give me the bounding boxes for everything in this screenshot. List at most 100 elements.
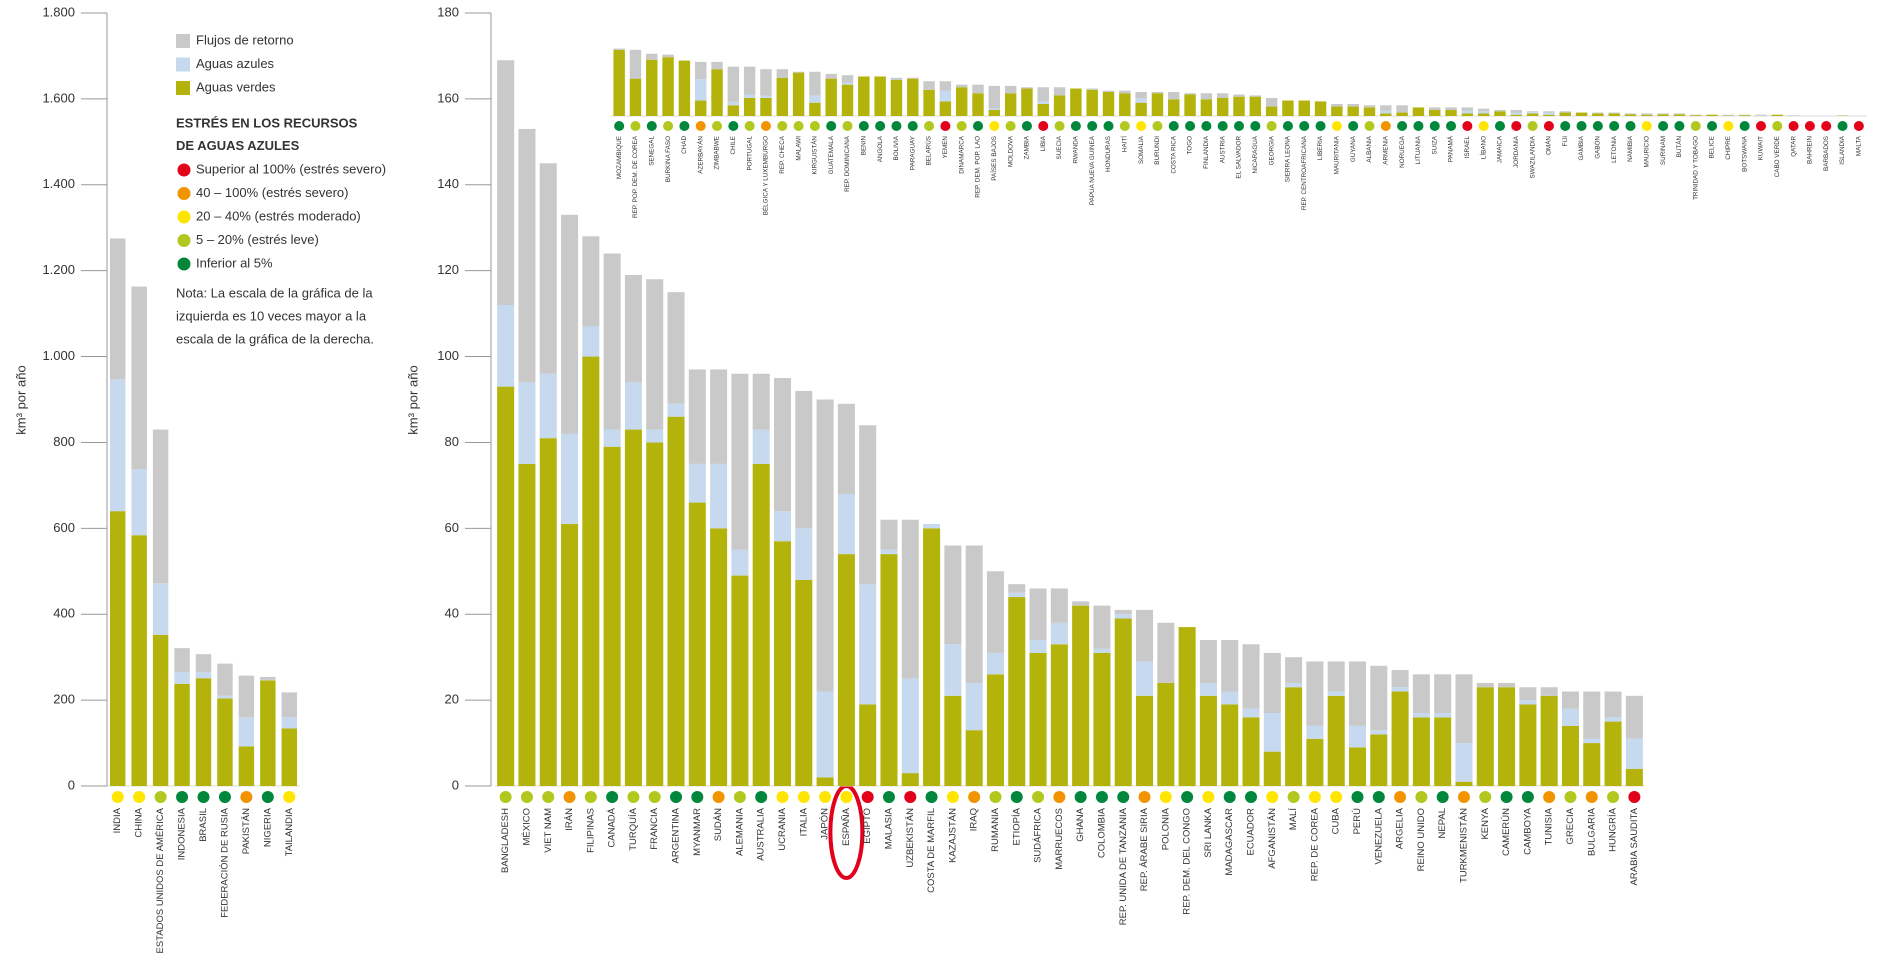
bar-segment (890, 79, 903, 116)
stress-dot (563, 791, 576, 803)
bar-segment (217, 663, 233, 696)
x-tick-label: PARAGUAY (909, 135, 916, 170)
bar-segment (1624, 114, 1637, 116)
x-tick-label: NICARAGUA (1252, 135, 1259, 173)
stress-dot (218, 791, 231, 803)
bar-segment (561, 524, 579, 786)
bar-segment (131, 286, 147, 470)
stress-dot (1457, 791, 1470, 803)
x-tick-label: VENEZUELA (1373, 807, 1384, 864)
bar-segment (195, 678, 212, 786)
x-tick-label: REP. DEM. DEL CONGO (1182, 808, 1193, 915)
bar-segment (497, 60, 515, 306)
bar-segment (688, 502, 706, 786)
stress-dot (1168, 121, 1179, 131)
x-tick-label: IRAQ (969, 808, 980, 831)
x-tick-label: ETIOPÍA (1011, 807, 1022, 845)
bar-segment (1029, 639, 1047, 653)
bar-segment (1221, 704, 1239, 786)
stress-dot (240, 791, 253, 803)
bar-segment (238, 746, 255, 786)
bar-segment (1029, 588, 1047, 640)
stress-dot (1308, 791, 1321, 803)
bar-segment (539, 438, 557, 786)
bar-segment (988, 85, 1001, 109)
stress-dot (1521, 791, 1534, 803)
bar-segment (907, 77, 919, 79)
x-tick-label: CANADÁ (607, 807, 618, 847)
stress-dot (1119, 121, 1130, 131)
bar-segment (825, 73, 837, 79)
bar-segment (629, 49, 642, 79)
x-tick-label: BENIN (861, 136, 868, 156)
x-tick-label: LÍBANO (1478, 136, 1487, 159)
bar-segment (901, 519, 919, 679)
bar-segment (1592, 112, 1604, 114)
bar-segment (1434, 717, 1452, 786)
x-tick-label: RUMANIA (990, 807, 1001, 851)
x-tick-label: AFGANISTÁN (1267, 808, 1278, 869)
bar-segment (1519, 704, 1537, 786)
stress-dot (1755, 121, 1766, 131)
stress-dot (1136, 121, 1147, 131)
x-tick-label: CHAD (681, 136, 688, 154)
y-tick-label: 160 (437, 90, 459, 105)
bar-segment (1327, 661, 1345, 692)
stress-dot (793, 121, 804, 131)
x-tick-label: REP. CENTROAFRICANA (1301, 135, 1308, 210)
bar-segment (1370, 665, 1388, 731)
bar-segment (174, 683, 190, 786)
stress-dot (111, 791, 124, 803)
legend-label: 20 – 40% (estrés moderado) (196, 208, 361, 223)
y-tick-label: 60 (445, 520, 459, 535)
bar-segment (1327, 691, 1345, 696)
bar-segment (760, 69, 772, 96)
bar-segment (939, 90, 952, 102)
stress-dot (891, 121, 902, 131)
bar-segment (667, 292, 685, 404)
bar-segment (195, 672, 212, 679)
x-tick-label: TURQUÍA (628, 807, 639, 850)
bar-segment (1242, 708, 1260, 718)
bar-segment (1021, 88, 1033, 116)
bar-segment (1561, 691, 1579, 709)
bar-segment (1604, 691, 1622, 718)
stress-dot (1010, 791, 1023, 803)
bar-segment (1494, 111, 1506, 116)
bar-segment (1072, 601, 1090, 606)
x-tick-label: INDONESIA (177, 807, 188, 860)
stress-dot (712, 791, 725, 803)
stress-dot (1266, 791, 1279, 803)
stress-dot (1607, 791, 1620, 803)
x-tick-label: SURINAM (1660, 136, 1667, 165)
bar-segment (1543, 114, 1555, 116)
bar-segment (1540, 687, 1558, 696)
stress-dot (648, 791, 661, 803)
stress-dot (1527, 121, 1538, 131)
stress-dot (499, 791, 512, 803)
x-tick-label: MALAWI (795, 136, 802, 161)
stress-dot (1087, 121, 1098, 131)
legend-label: 40 – 100% (estrés severo) (196, 185, 348, 200)
x-tick-label: MARRUECOS (1054, 808, 1065, 870)
stress-dot (712, 121, 723, 131)
bar-segment (1363, 107, 1376, 116)
bar-segment (1412, 712, 1430, 718)
bar-segment (1455, 781, 1473, 786)
bar-segment (646, 279, 664, 430)
stress-dot (1266, 121, 1277, 131)
stress-dot (1394, 791, 1407, 803)
bar-segment (972, 84, 984, 94)
x-tick-label: UZBEKISTÁN (905, 808, 916, 868)
stress-dot (584, 791, 597, 803)
stress-dot (1853, 121, 1864, 131)
y-tick-label: 100 (437, 348, 459, 363)
x-tick-label: SWAZILANDIA (1529, 135, 1536, 178)
x-tick-label: OMÁN (1544, 136, 1553, 155)
bar-segment (1625, 738, 1643, 769)
stress-dot (755, 791, 768, 803)
stress-dot (1707, 121, 1718, 131)
x-tick-label: REINO UNIDO (1416, 808, 1427, 871)
legend-swatch (176, 34, 190, 48)
bar-segment (1242, 717, 1260, 786)
